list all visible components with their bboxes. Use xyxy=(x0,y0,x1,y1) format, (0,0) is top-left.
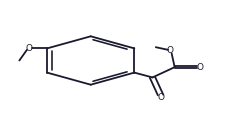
Text: O: O xyxy=(25,44,33,53)
Text: O: O xyxy=(158,93,165,102)
Text: O: O xyxy=(167,46,174,55)
Text: O: O xyxy=(197,63,204,72)
